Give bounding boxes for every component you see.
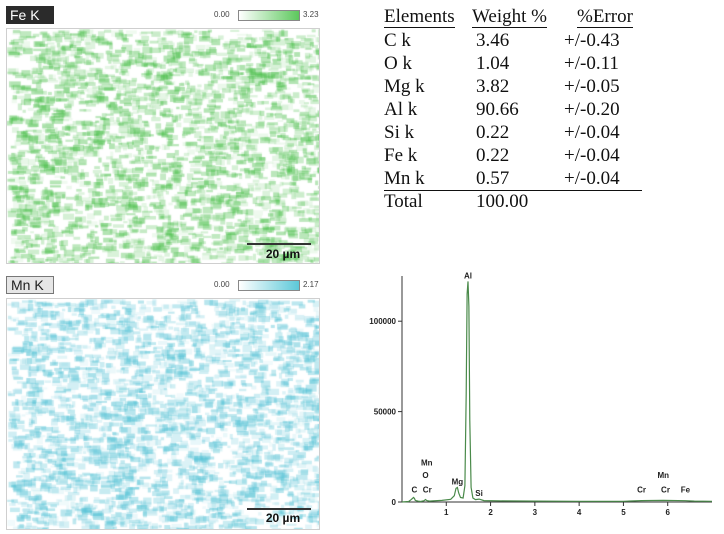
peak-label: Mn: [658, 471, 670, 480]
element-cell: Si k: [384, 122, 415, 143]
y-tick-label: 0: [392, 498, 397, 507]
table-row: Si k 0.22 +/-0.04: [384, 122, 656, 145]
x-tick-label: 5: [621, 508, 626, 517]
composition-table: Elements Weight % %Error C k 3.46 +/-0.4…: [384, 6, 656, 214]
scale-bar-line: [247, 508, 311, 510]
error-cell: +/-0.05: [564, 76, 620, 97]
element-cell: Fe k: [384, 145, 418, 166]
y-tick-label: 100000: [369, 317, 396, 326]
table-row: Al k 90.66 +/-0.20: [384, 99, 656, 122]
peak-label: Cr: [423, 486, 432, 495]
error-cell: +/-0.04: [564, 168, 620, 189]
table-total-row: Total 100.00: [384, 191, 656, 214]
scale-bar-line: [247, 243, 311, 245]
y-tick-label: 50000: [374, 408, 397, 417]
table-row: O k 1.04 +/-0.11: [384, 53, 656, 76]
peak-label: O: [422, 471, 428, 480]
x-tick-label: 2: [488, 508, 493, 517]
peak-label: Cr: [661, 486, 670, 495]
table-row: C k 3.46 +/-0.43: [384, 30, 656, 53]
fe-k-map-panel: Fe K 0.00 3.23 20 µm: [6, 6, 320, 264]
scale-bar-label: 20 µm: [265, 511, 301, 525]
peak-label: Si: [475, 489, 483, 498]
weight-cell: 0.22: [476, 122, 510, 143]
peak-label: Al: [464, 271, 472, 280]
x-tick-label: 4: [577, 508, 582, 517]
scale-bar-label: 20 µm: [265, 247, 301, 261]
intensity-color-bar: [238, 280, 300, 291]
intensity-scale-min: 0.00: [214, 10, 230, 19]
x-tick-label: 3: [533, 508, 538, 517]
error-cell: +/-0.11: [564, 53, 619, 74]
x-tick-label: 1: [444, 508, 449, 517]
element-cell: Mn k: [384, 168, 425, 189]
error-cell: +/-0.04: [564, 145, 620, 166]
table-total-rule: [384, 190, 642, 191]
fe-distribution-canvas: [7, 29, 319, 263]
peak-label: Fe: [681, 486, 691, 495]
weight-cell: 90.66: [476, 99, 519, 120]
map-element-label: Fe K: [6, 6, 54, 24]
map-header: Mn K 0.00 2.17: [6, 276, 320, 296]
peak-label: Cr: [637, 486, 646, 495]
weight-cell: 0.22: [476, 145, 510, 166]
element-cell: Al k: [384, 99, 418, 120]
table-row: Mn k 0.57 +/-0.04: [384, 168, 656, 191]
eds-spectrum-chart: 0 50000 100000 1 2 3 4 5 6 Al Mg Si Mn O Cr C Cr Mn Cr Fe: [352, 268, 720, 530]
elemental-map-image: 20 µm: [6, 28, 320, 264]
peak-label: Mn: [421, 459, 433, 468]
peak-label: C: [412, 486, 418, 495]
column-header-elements: Elements: [384, 6, 455, 28]
element-cell: O k: [384, 53, 412, 74]
total-value: 100.00: [476, 191, 529, 212]
element-cell: Mg k: [384, 76, 425, 97]
weight-cell: 3.46: [476, 30, 510, 51]
total-label: Total: [384, 191, 423, 212]
column-header-error: %Error: [577, 6, 633, 28]
element-cell: C k: [384, 30, 411, 51]
intensity-scale-max: 2.17: [303, 280, 319, 289]
elemental-map-image: 20 µm: [6, 298, 320, 530]
weight-cell: 0.57: [476, 168, 510, 189]
x-tick-label: 6: [665, 508, 670, 517]
table-row: Fe k 0.22 +/-0.04: [384, 145, 656, 168]
peak-label: Mg: [452, 478, 464, 487]
error-cell: +/-0.43: [564, 30, 620, 51]
intensity-scale-max: 3.23: [303, 10, 319, 19]
mn-k-map-panel: Mn K 0.00 2.17 20 µm: [6, 276, 320, 530]
mn-distribution-canvas: [7, 299, 319, 529]
intensity-color-bar: [238, 10, 300, 21]
weight-cell: 1.04: [476, 53, 510, 74]
table-header-row: Elements Weight % %Error: [384, 6, 656, 30]
map-header: Fe K 0.00 3.23: [6, 6, 320, 26]
spectrum-svg: 0 50000 100000 1 2 3 4 5 6 Al Mg Si Mn O Cr C Cr Mn Cr Fe: [369, 271, 713, 517]
table-row: Mg k 3.82 +/-0.05: [384, 76, 656, 99]
map-element-label: Mn K: [6, 276, 54, 294]
intensity-scale-min: 0.00: [214, 280, 230, 289]
error-cell: +/-0.04: [564, 122, 620, 143]
weight-cell: 3.82: [476, 76, 510, 97]
column-header-weight: Weight %: [472, 6, 547, 28]
error-cell: +/-0.20: [564, 99, 620, 120]
spectrum-series-line: [401, 281, 713, 503]
